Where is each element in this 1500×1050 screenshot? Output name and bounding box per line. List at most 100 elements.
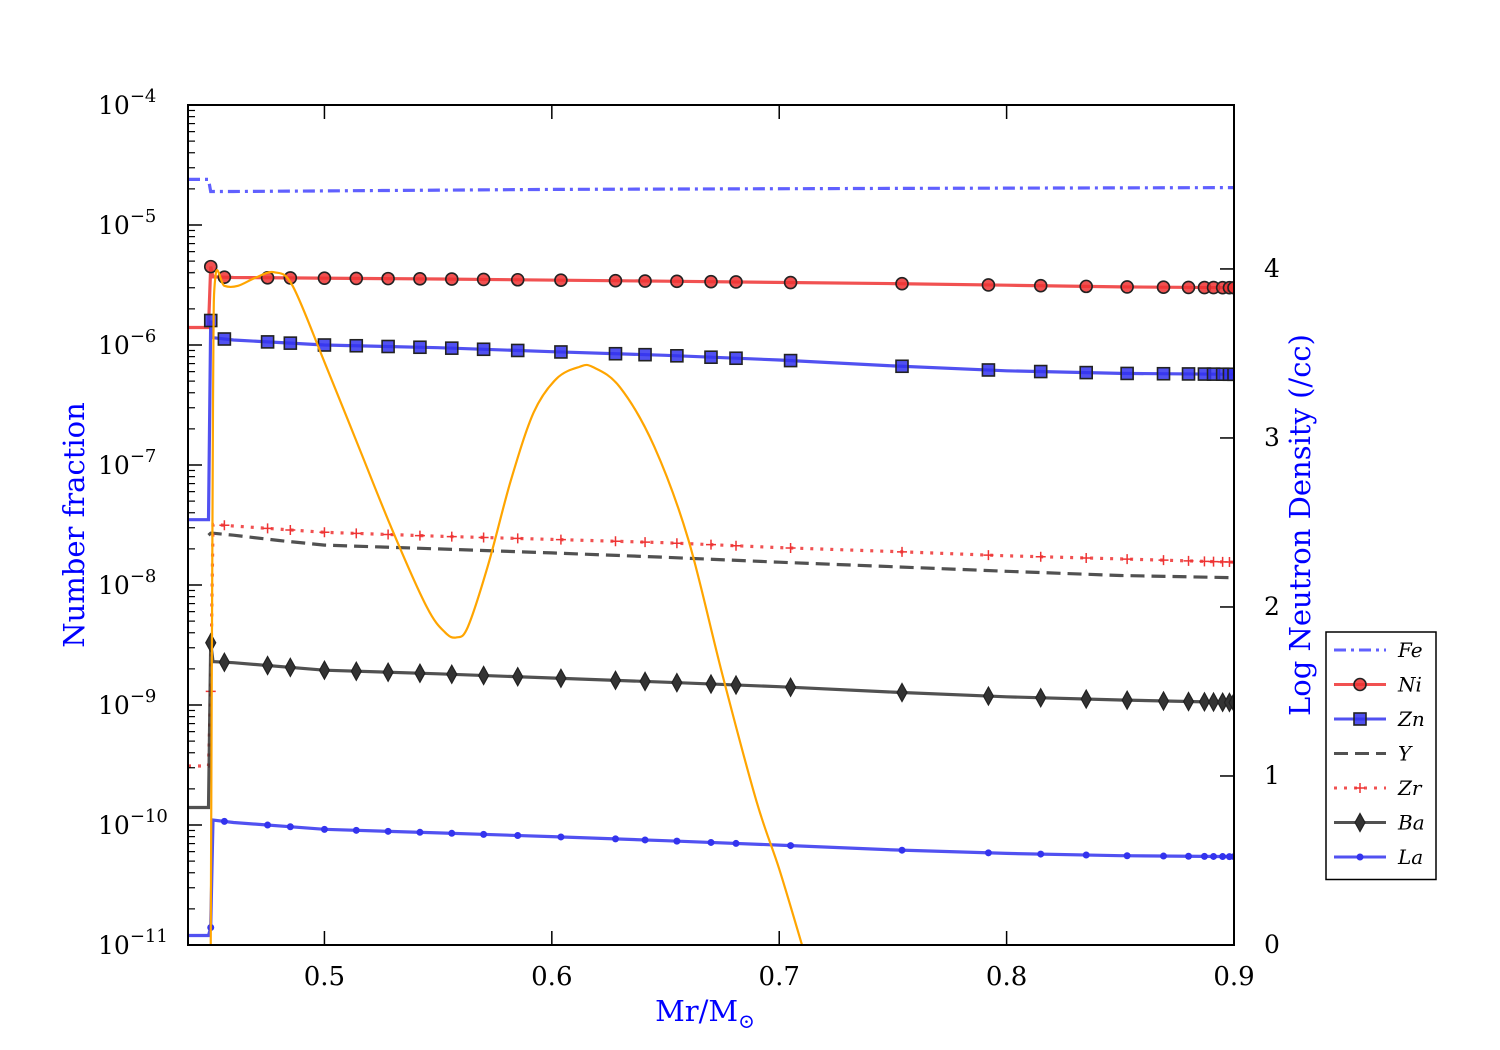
data-point (1181, 367, 1196, 381)
y2-tick-label: 0 (1264, 930, 1280, 959)
data-point (984, 849, 992, 857)
y2-tick-label: 2 (1264, 592, 1280, 621)
data-point (1183, 555, 1194, 566)
y-tick-label: 10−10 (98, 806, 168, 840)
series-neutron-density (209, 269, 804, 945)
data-point (1353, 677, 1367, 692)
x-axis-label: Mr/M⊙ (655, 994, 755, 1033)
data-point (1156, 366, 1171, 381)
data-point (349, 271, 364, 286)
data-point (260, 335, 275, 349)
data-point (787, 842, 795, 850)
legend-label: La (1397, 845, 1423, 869)
series-Ba (188, 632, 1234, 810)
legend-box (1325, 631, 1437, 881)
data-point (1160, 852, 1168, 860)
data-point (671, 672, 683, 693)
data-point (414, 662, 426, 684)
data-point (673, 837, 681, 845)
data-point (514, 831, 522, 839)
x-tick-label: 0.9 (1213, 962, 1254, 992)
data-point (705, 673, 717, 695)
y-axis-label: Number fraction (57, 402, 91, 648)
y2-axis-label: Log Neutron Density (/cc) (1283, 334, 1317, 716)
data-point (641, 836, 649, 844)
data-point (383, 529, 394, 540)
data-point (707, 838, 715, 846)
data-point (1158, 555, 1169, 566)
data-point (319, 527, 330, 538)
data-point (554, 345, 568, 359)
data-point (444, 272, 459, 286)
data-point (381, 339, 395, 354)
series-line (188, 642, 1234, 810)
data-point (350, 660, 362, 682)
data-point (1210, 852, 1218, 860)
data-point (1122, 554, 1133, 565)
data-point (554, 273, 568, 287)
data-point (640, 537, 651, 548)
data-point (446, 664, 458, 685)
data-point (510, 343, 525, 358)
series-Zr (188, 520, 1234, 768)
legend: Fe Ni Zn Y Zr Ba La (1325, 631, 1437, 881)
data-point (384, 827, 392, 835)
data-point (895, 276, 909, 291)
y-tick-label: 10−11 (98, 926, 168, 960)
data-point (783, 353, 798, 368)
data-point (670, 349, 684, 363)
data-point (704, 274, 718, 289)
data-point (981, 363, 996, 377)
series-line (188, 818, 1234, 938)
data-point (729, 351, 743, 366)
data-point (1198, 691, 1211, 713)
data-point (557, 833, 565, 841)
data-point (478, 532, 489, 543)
data-point (444, 341, 459, 355)
data-point (286, 823, 294, 831)
data-point (352, 826, 360, 834)
data-point (264, 821, 272, 829)
data-point (671, 538, 682, 549)
axes: 0.5 0.6 0.7 0.8 0.9 10−4 10−5 10−6 10−7 10−8 10−9 1… (98, 86, 1280, 992)
data-point (732, 839, 740, 847)
data-point (638, 274, 652, 288)
data-point (218, 651, 231, 673)
data-point (203, 259, 218, 274)
data-point (283, 336, 298, 350)
data-point (610, 536, 621, 547)
y-tick-label: 10−5 (98, 206, 156, 240)
data-point (414, 530, 425, 541)
series-Ni (188, 259, 1234, 330)
data-point (1354, 812, 1366, 833)
data-point (477, 665, 490, 686)
data-point (1228, 692, 1234, 713)
data-point (413, 340, 427, 355)
data-point (1035, 551, 1046, 562)
data-point (609, 670, 622, 691)
data-point (1199, 556, 1210, 567)
y-tick-label: 10−8 (98, 566, 156, 600)
data-point (446, 531, 457, 542)
plot-frame (187, 104, 1235, 946)
data-point (639, 671, 651, 692)
data-point (1037, 850, 1045, 858)
data-point (1353, 712, 1367, 726)
data-point (897, 546, 908, 557)
data-point (448, 829, 456, 837)
data-point (284, 657, 297, 678)
data-point (512, 666, 524, 687)
data-point (1120, 280, 1134, 294)
data-point (785, 542, 796, 553)
data-point (1355, 783, 1365, 793)
legend-label: Zr (1397, 776, 1423, 800)
data-point (1157, 690, 1170, 712)
data-point (1219, 853, 1227, 861)
legend-label: Y (1398, 742, 1413, 766)
data-point (555, 534, 566, 545)
data-point (611, 835, 619, 843)
data-point (382, 661, 394, 683)
data-point (895, 359, 909, 374)
data-point (729, 275, 743, 289)
